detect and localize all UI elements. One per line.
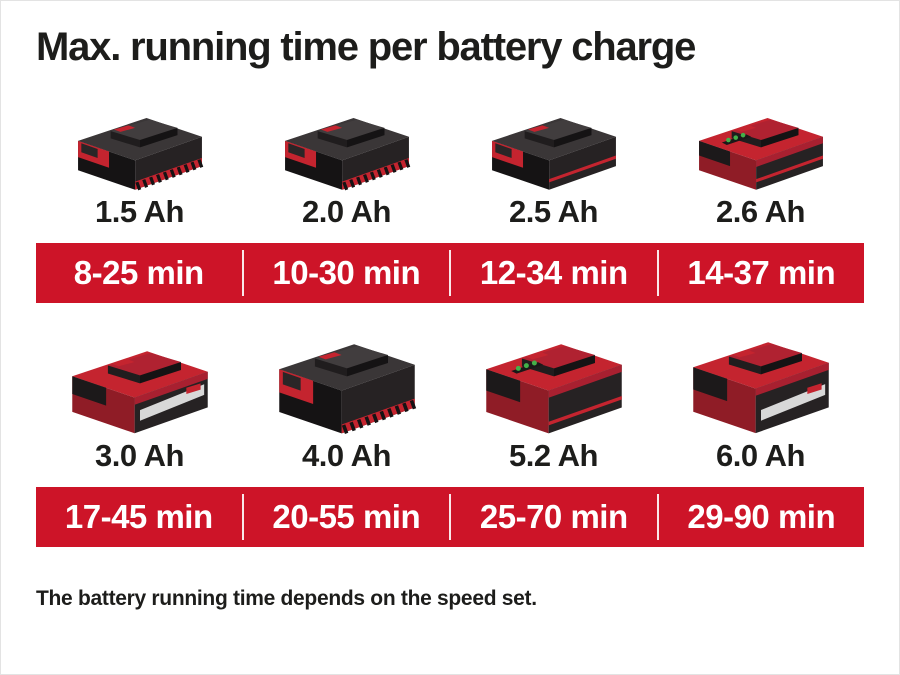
runtime-value: 8-25 min	[73, 254, 204, 292]
bar-divider	[241, 494, 244, 541]
battery-icon	[686, 97, 836, 193]
battery-cell-2-6ah: 2.6 Ah	[657, 97, 864, 229]
runtime-value: 14-37 min	[687, 254, 836, 292]
runtime-bar-2: 17-45 min 20-55 min 25-70 min 29-90 min	[36, 487, 864, 548]
bar-divider	[449, 494, 451, 541]
battery-cell-5-2ah: 5.2 Ah	[450, 329, 657, 473]
battery-cell-2-5ah: 2.5 Ah	[450, 97, 657, 229]
battery-cell-4-0ah: 4.0 Ah	[243, 329, 450, 473]
battery-capacity-label: 5.2 Ah	[509, 438, 598, 474]
battery-cell-3-0ah: 3.0 Ah	[36, 329, 243, 473]
bar-divider	[449, 250, 451, 297]
bar-divider	[656, 250, 659, 297]
runtime-value: 10-30 min	[272, 254, 421, 292]
battery-icon	[65, 97, 215, 193]
runtime-value: 12-34 min	[479, 254, 628, 292]
battery-capacity-label: 4.0 Ah	[302, 438, 391, 474]
battery-capacity-label: 1.5 Ah	[95, 194, 184, 229]
battery-capacity-label: 3.0 Ah	[95, 438, 184, 474]
battery-row-2: 3.0 Ah 4.0 Ah 5.2 Ah 6.0 Ah	[36, 329, 864, 473]
runtime-value: 20-55 min	[272, 498, 421, 536]
battery-capacity-label: 2.5 Ah	[509, 194, 598, 229]
bar-divider	[241, 250, 244, 297]
bar-divider	[656, 494, 659, 541]
battery-cell-6-0ah: 6.0 Ah	[657, 329, 864, 473]
runtime-value: 17-45 min	[64, 498, 213, 536]
battery-icon	[58, 329, 222, 437]
battery-icon	[272, 97, 422, 193]
battery-icon	[679, 329, 843, 437]
battery-cell-2-0ah: 2.0 Ah	[243, 97, 450, 229]
runtime-bar-1: 8-25 min 10-30 min 12-34 min 14-37 min	[36, 243, 864, 304]
battery-capacity-label: 2.6 Ah	[716, 194, 805, 229]
footnote: The battery running time depends on the …	[36, 587, 537, 611]
battery-row-1: 1.5 Ah 2.0 Ah 2.5 Ah 2.6 Ah	[36, 97, 864, 229]
runtime-value: 29-90 min	[687, 498, 836, 536]
battery-cell-1-5ah: 1.5 Ah	[36, 97, 243, 229]
runtime-value: 25-70 min	[479, 498, 628, 536]
battery-icon	[265, 329, 429, 437]
battery-capacity-label: 6.0 Ah	[716, 438, 805, 474]
battery-capacity-label: 2.0 Ah	[302, 194, 391, 229]
battery-icon	[479, 97, 629, 193]
page-title: Max. running time per battery charge	[36, 25, 696, 69]
battery-icon	[472, 329, 636, 437]
